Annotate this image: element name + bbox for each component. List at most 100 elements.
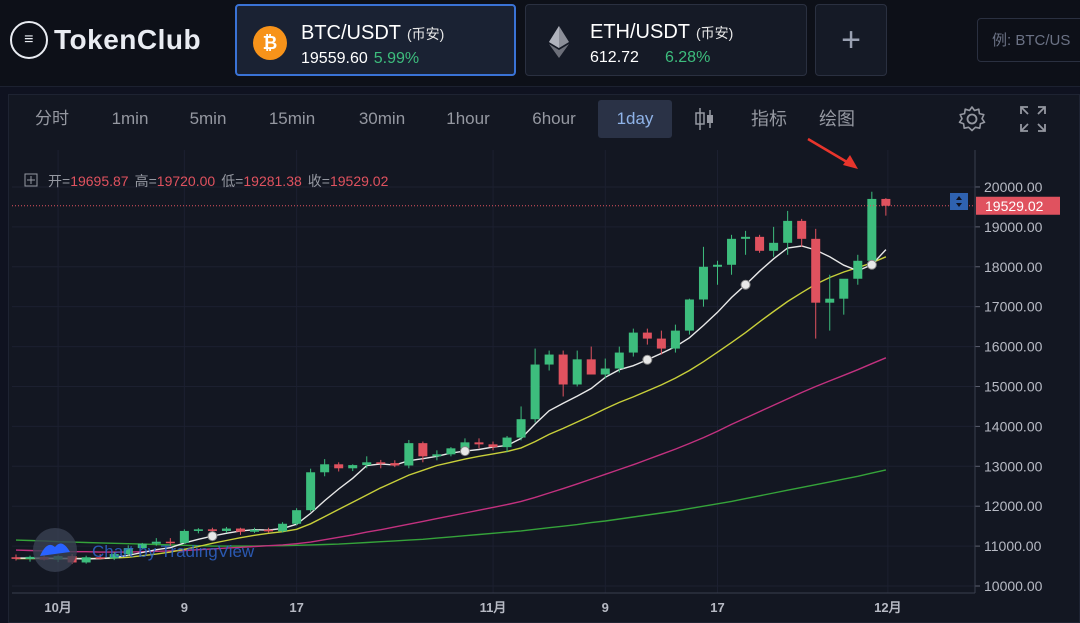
annotation-arrow: [807, 137, 853, 167]
pair-symbol: BTC/USDT: [301, 22, 401, 44]
candle-body: [698, 266, 708, 300]
interval-tab[interactable]: 分时: [35, 109, 69, 128]
x-tick-label: 9: [602, 600, 609, 615]
y-tick-label: 18000.00: [984, 259, 1043, 275]
pair-price: 19559.60: [301, 50, 368, 67]
candle-body: [137, 543, 147, 549]
candle-body: [769, 242, 779, 251]
candle-body: [348, 465, 358, 469]
candle-body: [825, 298, 835, 303]
candle-body: [670, 330, 680, 349]
annotation-arrowhead: [843, 155, 858, 169]
ma-marker: [207, 531, 218, 542]
ohlc-value: 收=: [308, 173, 330, 189]
candle-body: [642, 332, 652, 339]
y-tick-label: 17000.00: [984, 299, 1043, 315]
y-tick-label: 15000.00: [984, 378, 1043, 394]
candle-body: [418, 443, 428, 457]
interval-tab[interactable]: 6hour: [532, 109, 576, 128]
settings-button[interactable]: [957, 104, 987, 134]
candle-body: [95, 557, 105, 559]
y-tick-label: 13000.00: [984, 458, 1043, 474]
expand-legend-icon: [24, 173, 38, 187]
ohlc-legend: 开=19695.87 高=19720.00 低=19281.38 收=19529.02: [48, 173, 389, 189]
ohlc-value: 19695.87: [70, 173, 129, 189]
y-tick-label: 10000.00: [984, 578, 1043, 594]
last-price-badge: [976, 196, 1060, 215]
pair-tab-btc[interactable]: ₿ BTC/USDT (币安) 19559.60 5.99%: [235, 4, 516, 76]
ohlc-value: 19529.02: [330, 173, 389, 189]
pair-price: 612.72: [590, 49, 639, 66]
ma-marker: [866, 259, 877, 270]
x-tick-label: 10月: [44, 600, 71, 615]
candle-body: [839, 278, 849, 299]
tokenclub-logo-icon: ≡: [10, 21, 48, 59]
candle-type-button[interactable]: [693, 104, 717, 134]
candle-body: [544, 354, 554, 365]
candle-body: [179, 530, 189, 543]
interval-tab[interactable]: 1min: [111, 109, 149, 128]
ohlc-value: 高=: [135, 173, 157, 189]
pair-tab-eth[interactable]: ETH/USDT (币安) 612.72 6.28%: [525, 4, 807, 76]
candle-body: [783, 220, 793, 243]
candle-body: [264, 529, 274, 532]
draw-button[interactable]: 绘图: [819, 109, 855, 129]
candle-body: [530, 364, 540, 420]
search-input[interactable]: [978, 19, 1080, 61]
ma-line-mid: [16, 256, 887, 560]
candle-body: [516, 419, 526, 438]
plus-icon: [27, 176, 35, 184]
interval-tab[interactable]: 1hour: [446, 109, 490, 128]
interval-tab[interactable]: 15min: [268, 109, 316, 128]
candle-body: [292, 510, 302, 524]
brand-name: TokenClub: [54, 24, 202, 55]
ma-line-long: [15, 357, 887, 553]
candle-body: [404, 443, 414, 466]
ohlc-value: 19720.00: [157, 173, 216, 189]
interval-tab[interactable]: 30min: [358, 109, 406, 128]
last-price-label: 19529.02: [985, 198, 1044, 214]
fullscreen-button[interactable]: [1019, 104, 1047, 134]
indicator-button[interactable]: 指标: [751, 109, 787, 129]
interval-tab[interactable]: 5min: [189, 109, 227, 128]
candle-body: [320, 464, 330, 473]
candle-body: [165, 541, 175, 544]
plus-icon: +: [841, 20, 861, 59]
ma-line-short: [16, 245, 887, 560]
pair-change: 6.28%: [664, 49, 711, 66]
interval-tab-active[interactable]: 1day: [598, 100, 672, 138]
ohlc-value: 19281.38: [243, 173, 302, 189]
candle-body: [207, 529, 217, 531]
top-bar: ≡ TokenClub ₿ BTC/USDT (币安) 19559.60 5.99%…: [0, 0, 1080, 87]
y-tick-label: 16000.00: [984, 339, 1043, 355]
x-tick-label: 9: [181, 600, 188, 615]
interval-toolbar: 分时 1min 5min 15min 30min 1hour 6hour 1da…: [9, 95, 1080, 145]
candle-body: [628, 332, 638, 353]
ohlc-value: 低=: [221, 173, 243, 189]
x-tick-label: 17: [710, 600, 724, 615]
add-pair-button[interactable]: +: [815, 4, 887, 76]
candle-body: [741, 236, 751, 239]
candle-body: [362, 462, 372, 466]
scale-arrows-icon: [956, 196, 962, 207]
candle-body: [867, 198, 877, 261]
ma-marker: [459, 446, 470, 457]
candle-body: [586, 359, 596, 375]
fullscreen-icon: [1020, 106, 1046, 132]
gear-icon: [958, 106, 986, 132]
pair-change: 5.99%: [373, 50, 420, 67]
candle-body: [11, 557, 21, 559]
candle-body: [881, 198, 891, 206]
x-tick-label: 12月: [874, 600, 901, 615]
candle-body: [502, 437, 512, 448]
bitcoin-icon: ₿: [253, 26, 287, 60]
pair-search[interactable]: [977, 18, 1080, 62]
y-tick-label: 11000.00: [984, 538, 1042, 554]
ethereum-icon: [542, 25, 576, 59]
candle-body: [446, 448, 456, 455]
y-tick-label: 12000.00: [984, 498, 1043, 514]
candle-body: [306, 472, 316, 511]
brand-logo[interactable]: ≡ TokenClub: [10, 20, 201, 60]
candle-body: [558, 354, 568, 385]
